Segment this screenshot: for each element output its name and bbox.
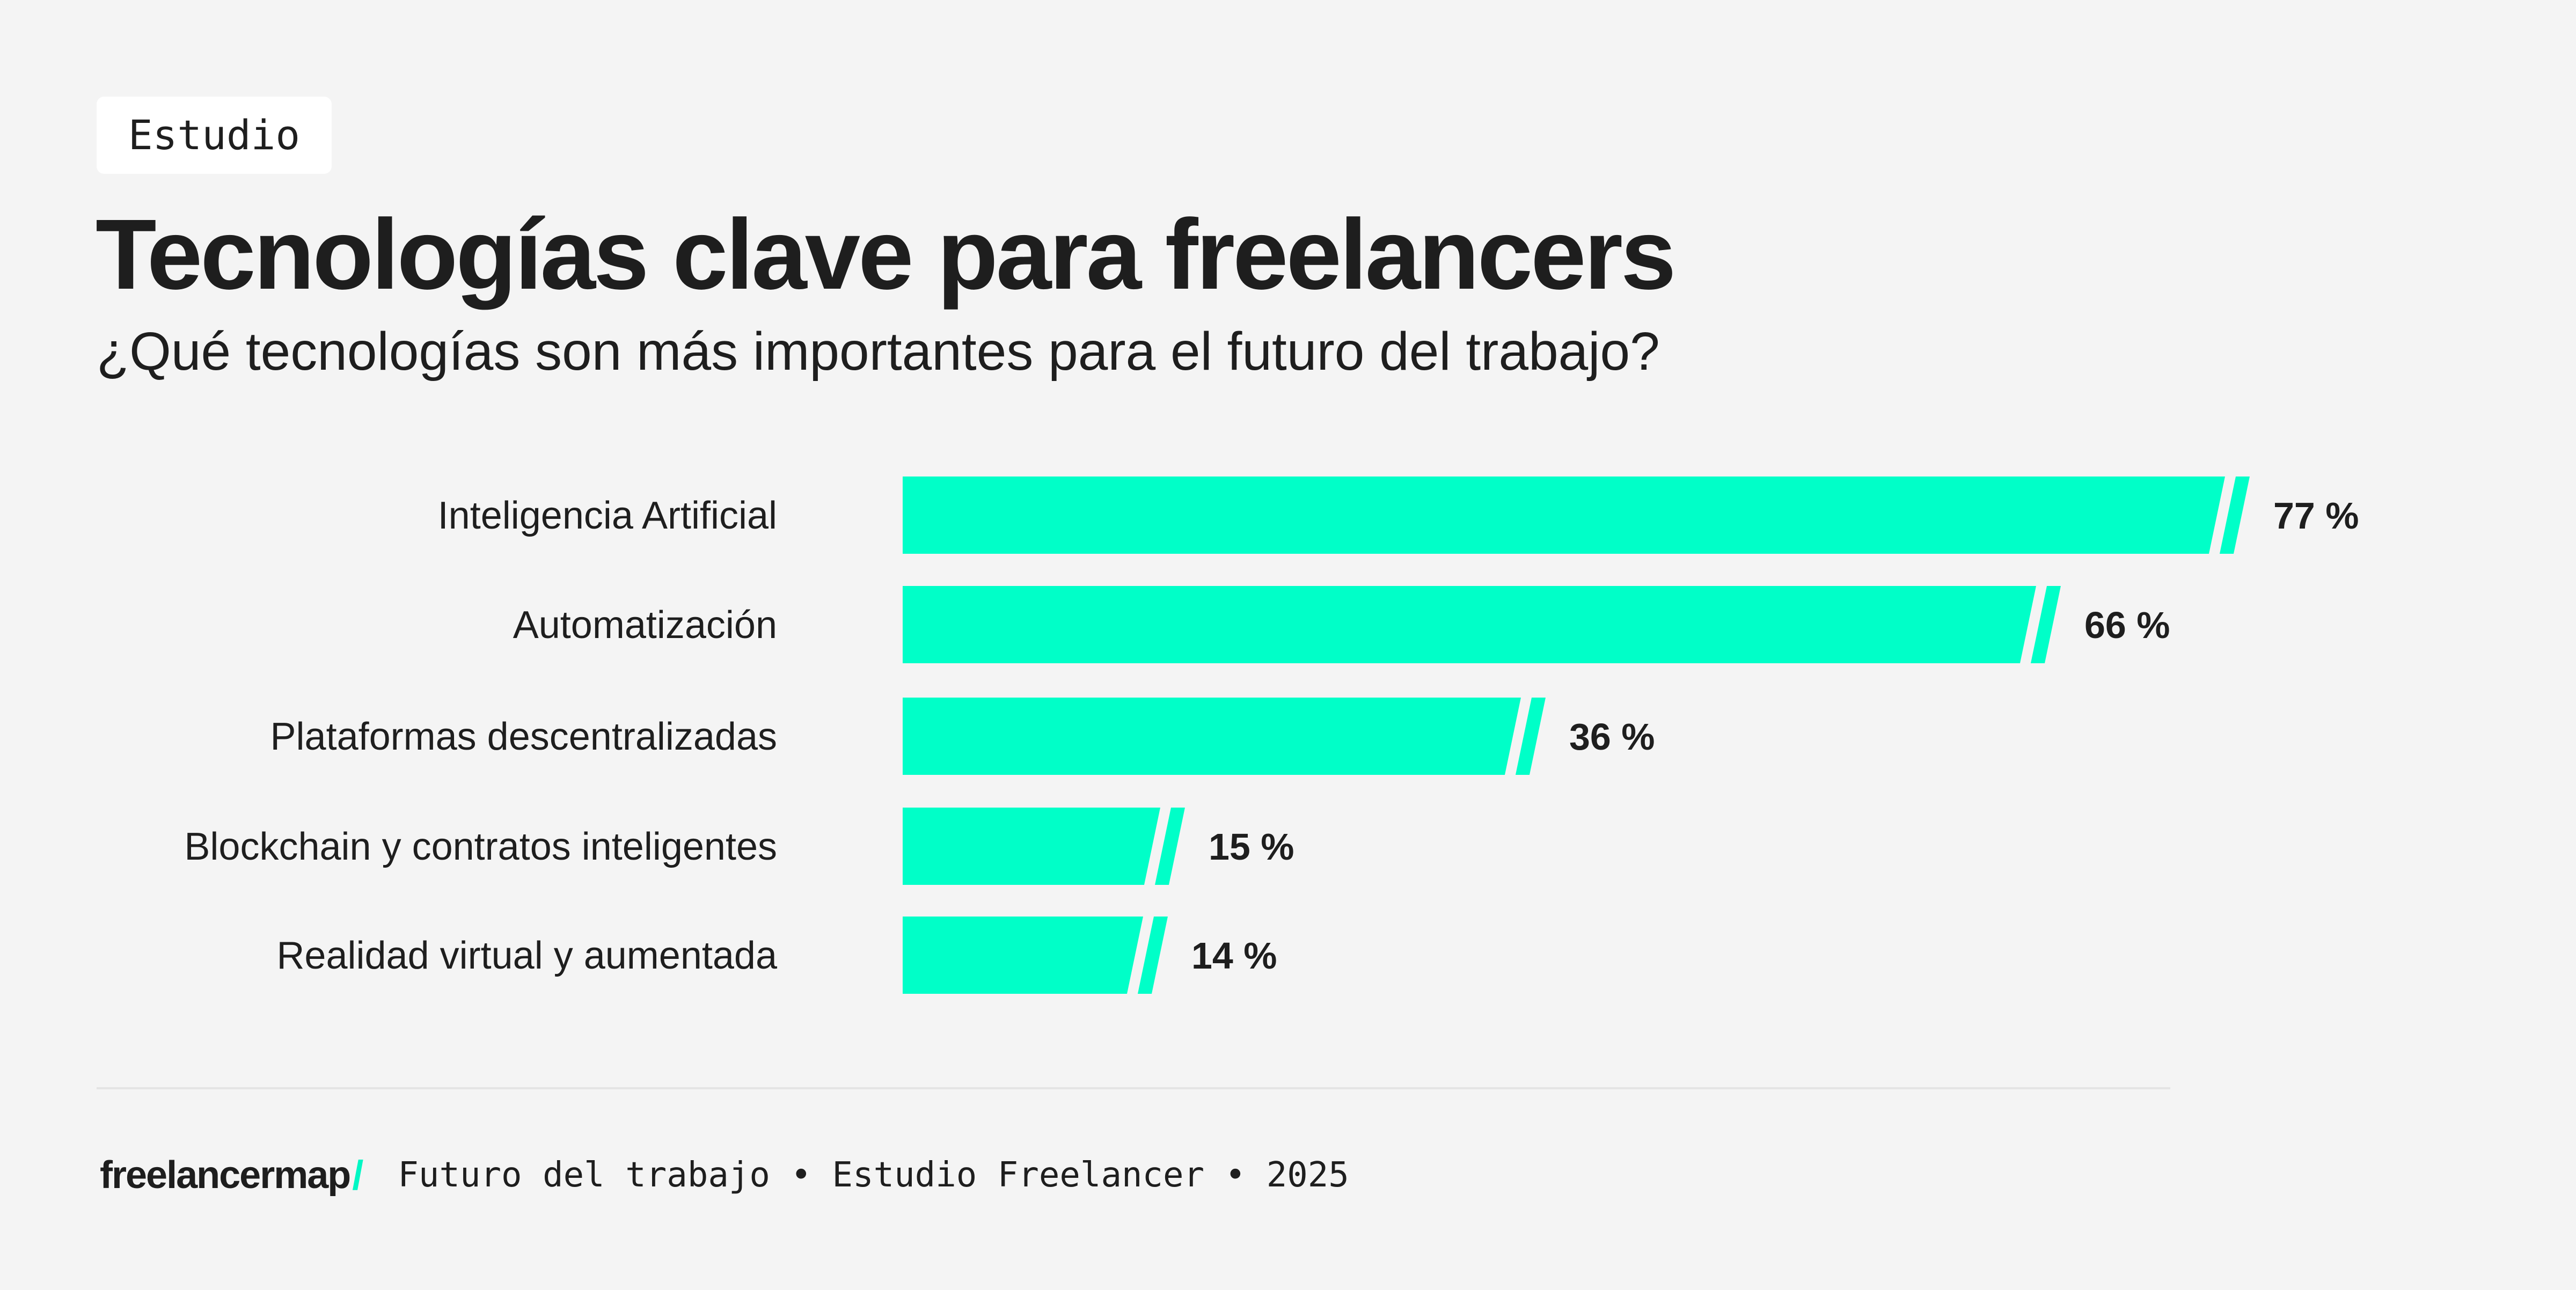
bar-slash-mark xyxy=(2031,586,2061,663)
value-label: 77 % xyxy=(2273,495,2359,537)
value-label: 36 % xyxy=(1569,716,1655,758)
category-label: Automatización xyxy=(513,604,777,647)
value-label: 14 % xyxy=(1191,935,1277,977)
bar xyxy=(903,917,1143,994)
bar xyxy=(903,698,1521,775)
value-label: 15 % xyxy=(1209,826,1294,868)
footer-source-text: Futuro del trabajo • Estudio Freelancer … xyxy=(398,1155,1349,1195)
bar xyxy=(903,808,1160,885)
category-label: Blockchain y contratos inteligentes xyxy=(184,825,777,868)
bar xyxy=(903,477,2225,554)
freelancermap-logo: freelancermap xyxy=(100,1154,351,1197)
bar-slash-mark xyxy=(2220,477,2250,554)
logo-slash-mark: / xyxy=(352,1152,364,1198)
category-label: Realidad virtual y aumentada xyxy=(276,934,778,977)
bar-slash-mark xyxy=(1138,917,1168,994)
footer: freelancermap / Futuro del trabajo • Est… xyxy=(100,1143,1349,1207)
footer-divider xyxy=(97,1087,2170,1089)
value-label: 66 % xyxy=(2084,604,2170,646)
bar xyxy=(903,586,2036,663)
bar-slash-mark xyxy=(1516,698,1546,775)
bar-slash-mark xyxy=(1155,808,1185,885)
category-label: Inteligencia Artificial xyxy=(438,494,777,537)
chart-subtitle: ¿Qué tecnologías son más importantes par… xyxy=(97,321,1660,382)
bar-chart: Inteligencia Artificial 77 % Automatizació… xyxy=(184,477,2359,994)
category-label: Plataformas descentralizadas xyxy=(270,715,777,758)
chart-title: Tecnologías clave para freelancers xyxy=(96,199,1676,310)
study-badge: Estudio xyxy=(97,97,332,174)
